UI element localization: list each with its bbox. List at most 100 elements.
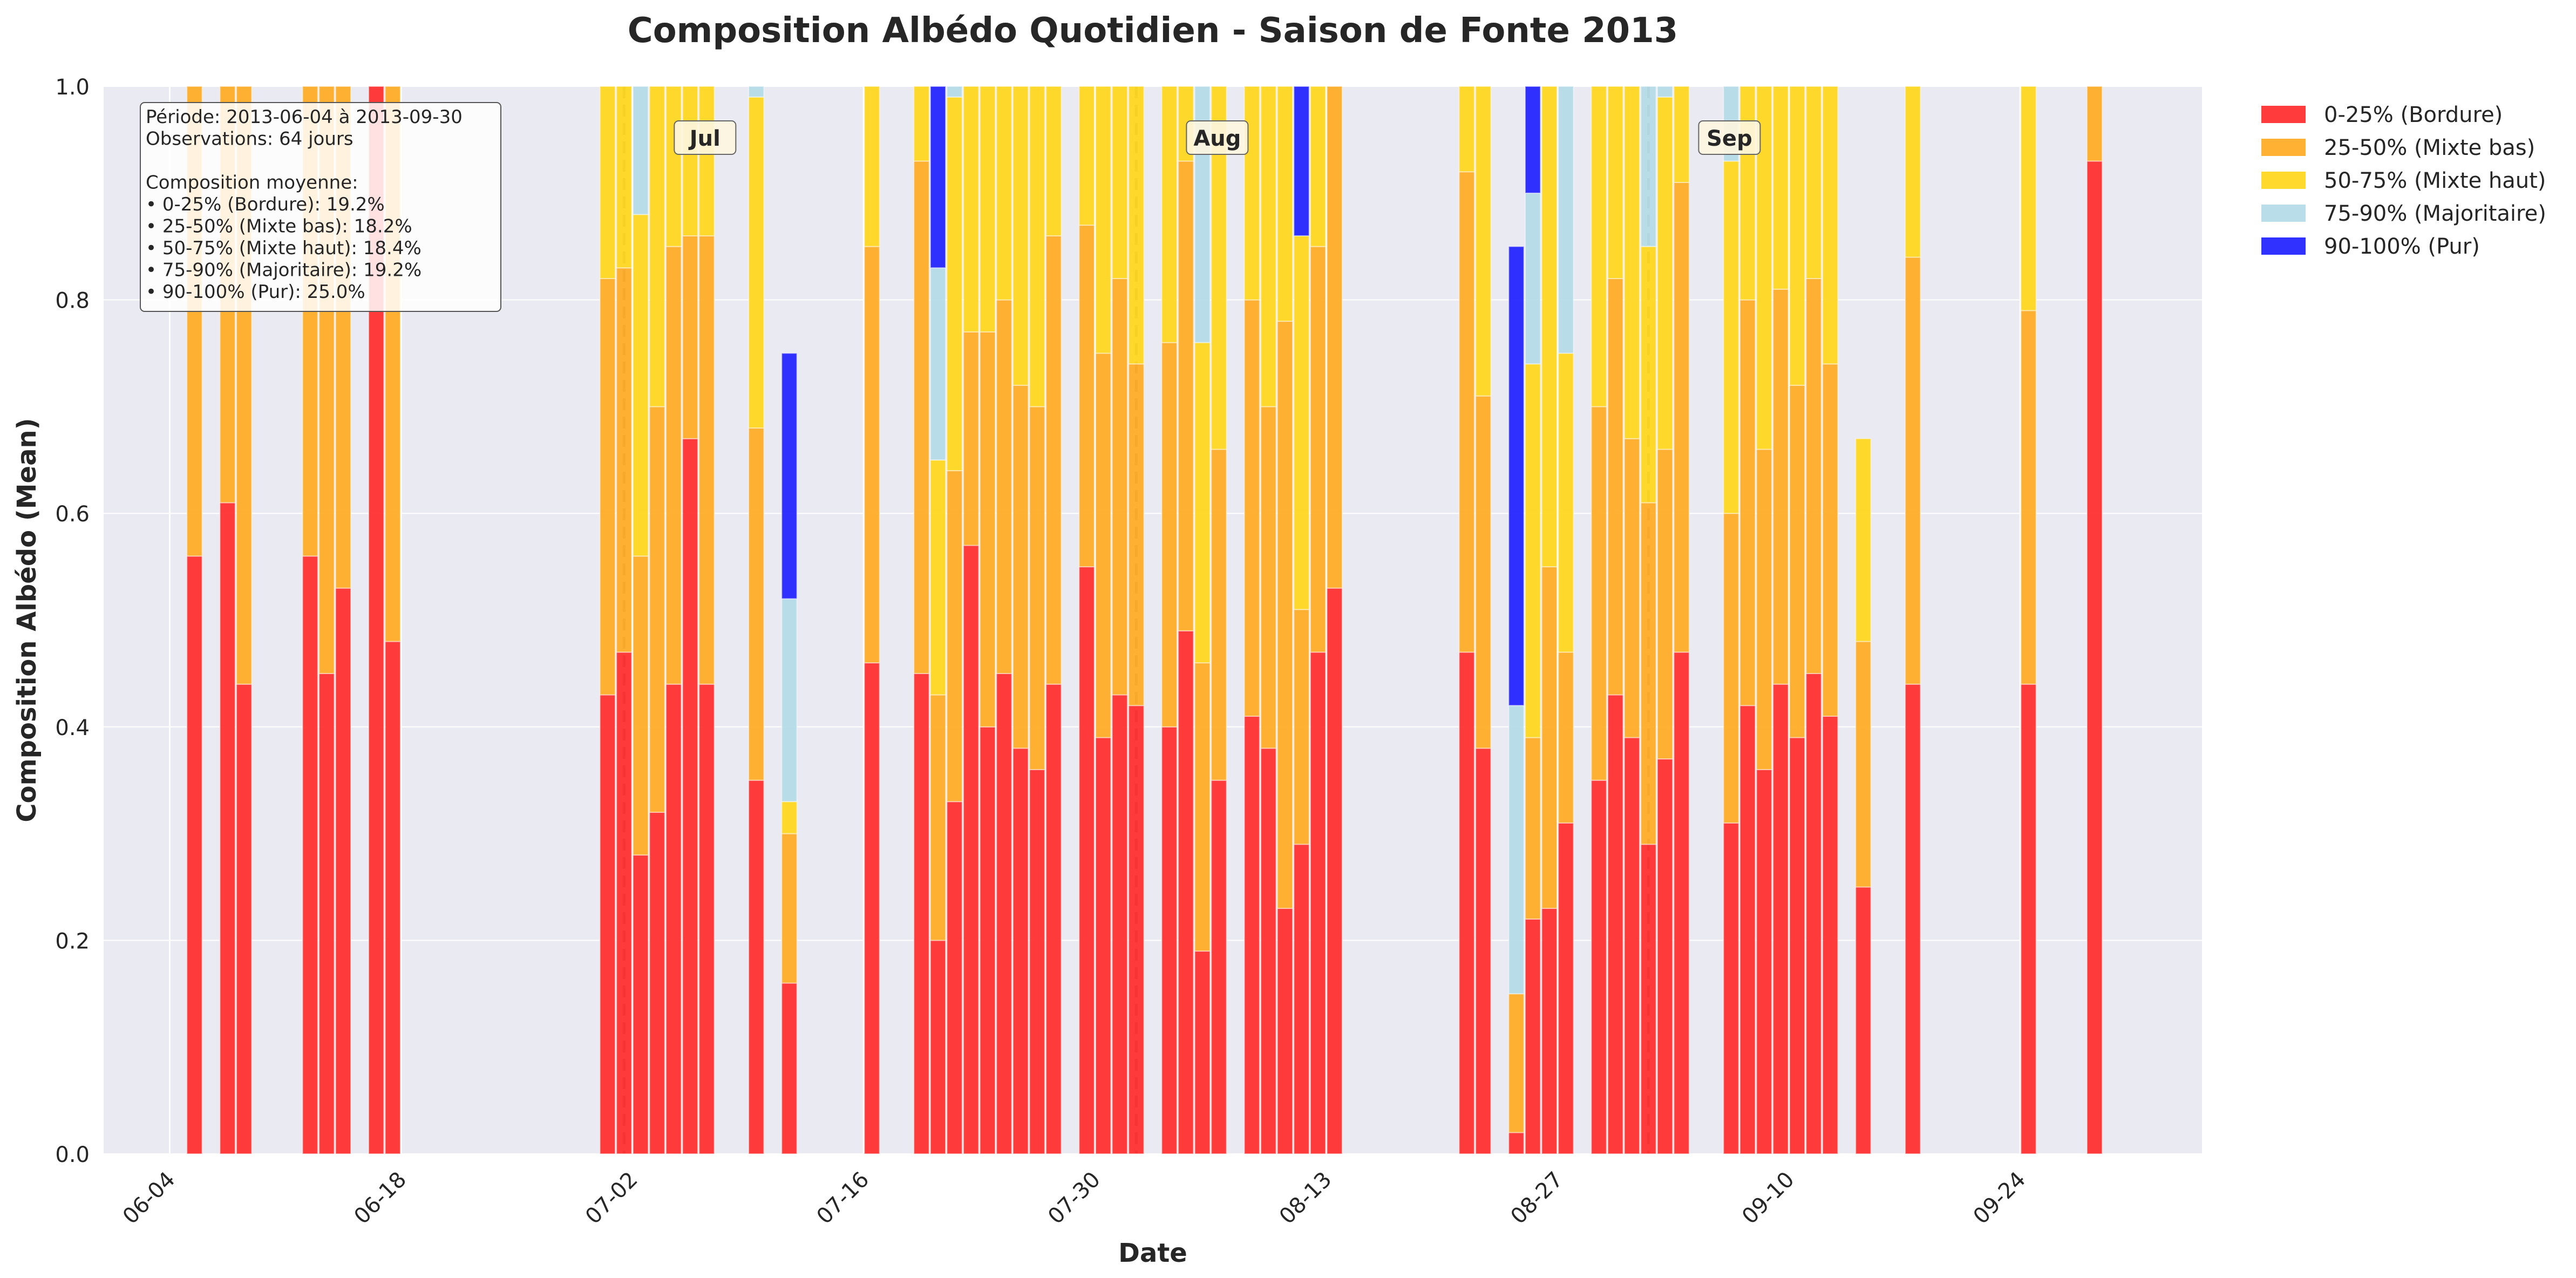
bar-segment-2013-07-21-s2 <box>946 96 963 472</box>
info-box-background <box>140 102 501 312</box>
bar-segment-2013-08-22-s1 <box>1475 395 1492 749</box>
bar-segment-2013-07-11-s3 <box>781 598 798 803</box>
bar-segment-2013-07-19-s0 <box>913 672 930 1154</box>
info-box-line: • 0-25% (Bordure): 19.2% <box>146 194 385 215</box>
bar-segment-2013-07-09-s3 <box>748 86 765 98</box>
bar-segment-2013-08-08-s2 <box>1243 86 1260 301</box>
bar-segment-2013-09-24-s0 <box>2020 683 2037 1155</box>
bar-segment-2013-07-29-s0 <box>1078 566 1095 1154</box>
info-box: Période: 2013-06-04 à 2013-09-30Observat… <box>140 102 501 312</box>
chart-title: Composition Albédo Quotidien - Saison de… <box>628 11 1678 51</box>
bar-segment-2013-07-09-s2 <box>748 96 765 429</box>
bar-segment-2013-06-14-s0 <box>335 587 351 1154</box>
bar-segment-2013-06-17-s0 <box>384 641 401 1155</box>
bar-segment-2013-07-19-s1 <box>913 160 930 674</box>
bar-segment-2013-07-06-s2 <box>698 86 715 236</box>
bar-segment-2013-08-27-s0 <box>1558 822 1574 1154</box>
bar-segment-2013-07-23-s2 <box>979 86 996 332</box>
bar-segment-2013-09-10-s0 <box>1789 737 1806 1154</box>
bar-segment-2013-08-05-s1 <box>1194 662 1211 952</box>
bar-segment-2013-07-20-s2 <box>929 459 947 696</box>
bar-segment-2013-09-14-s0 <box>1855 886 1872 1154</box>
legend-swatch <box>2261 139 2306 156</box>
bar-segment-2013-08-12-s0 <box>1310 651 1327 1154</box>
legend-item: 50-75% (Mixte haut) <box>2261 168 2546 193</box>
bar-segment-2013-08-24-s3 <box>1508 705 1525 995</box>
bar-segment-2013-09-10-s1 <box>1789 384 1806 738</box>
bar-segment-2013-09-12-s2 <box>1822 86 1839 365</box>
bar-segment-2013-07-31-s0 <box>1111 694 1128 1154</box>
bar-segment-2013-07-04-s0 <box>665 683 682 1155</box>
bar-segment-2013-07-16-s1 <box>864 246 880 664</box>
bar-segment-2013-07-31-s1 <box>1111 278 1128 696</box>
bar-segment-2013-09-08-s0 <box>1756 769 1772 1155</box>
bar-segment-2013-07-03-s0 <box>649 812 665 1155</box>
bar-segment-2013-08-29-s1 <box>1591 406 1607 781</box>
bar-segment-2013-07-11-s0 <box>781 982 798 1155</box>
bar-segment-2013-07-02-s2 <box>632 214 649 557</box>
bar-segment-2013-09-01-s0 <box>1640 844 1657 1154</box>
bar-segment-2013-07-20-s3 <box>929 267 947 461</box>
bar-segment-2013-07-21-s0 <box>946 801 963 1154</box>
bar-segment-2013-09-02-s2 <box>1656 96 1674 450</box>
bar-segment-2013-08-25-s3 <box>1525 192 1541 365</box>
bar-segment-2013-07-21-s1 <box>946 470 963 803</box>
bar-segment-2013-07-25-s0 <box>1012 747 1029 1154</box>
bar-segment-2013-09-07-s1 <box>1739 299 1756 706</box>
bar-segment-2013-08-05-s2 <box>1194 342 1211 664</box>
bar-segment-2013-08-10-s1 <box>1276 321 1293 909</box>
bar-segment-2013-09-11-s1 <box>1805 278 1822 674</box>
info-box-line: • 25-50% (Mixte bas): 18.2% <box>146 216 412 237</box>
bar-segment-2013-08-09-s1 <box>1260 406 1277 749</box>
bar-segment-2013-09-24-s1 <box>2020 310 2037 685</box>
bar-segment-2013-09-11-s0 <box>1805 672 1822 1154</box>
bar-segment-2013-09-28-s1 <box>2086 86 2103 162</box>
bar-segment-2013-09-09-s2 <box>1772 86 1789 290</box>
bar-segment-2013-08-10-s2 <box>1276 86 1293 322</box>
bar-segment-2013-09-02-s0 <box>1656 758 1674 1154</box>
bar-segment-2013-09-10-s2 <box>1789 86 1806 386</box>
bar-segment-2013-07-24-s2 <box>996 86 1012 301</box>
bar-segment-2013-08-25-s0 <box>1525 918 1541 1154</box>
bar-segment-2013-07-02-s1 <box>632 555 649 856</box>
y-tick-label: 0.4 <box>55 716 90 740</box>
y-tick-label: 0.2 <box>55 929 90 954</box>
bar-segment-2013-07-06-s0 <box>698 683 715 1155</box>
bar-segment-2013-09-07-s0 <box>1739 705 1756 1154</box>
legend-swatch <box>2261 106 2306 123</box>
bar-segment-2013-06-08-s0 <box>236 683 253 1155</box>
info-box-line: • 50-75% (Mixte haut): 18.4% <box>146 237 422 259</box>
y-tick-label: 0.8 <box>55 289 90 314</box>
bar-segment-2013-08-05-s0 <box>1194 950 1211 1155</box>
legend-item: 0-25% (Bordure) <box>2261 103 2503 127</box>
bar-segment-2013-08-31-s1 <box>1623 438 1640 738</box>
legend-label: 90-100% (Pur) <box>2324 234 2480 259</box>
bar-segment-2013-06-30-s2 <box>599 86 616 280</box>
bar-segment-2013-07-29-s1 <box>1078 225 1095 568</box>
bar-segment-2013-08-03-s2 <box>1161 86 1178 343</box>
bar-segment-2013-08-13-s1 <box>1326 86 1343 589</box>
bar-segment-2013-07-20-s4 <box>929 86 947 269</box>
bar-segment-2013-07-26-s1 <box>1029 406 1045 770</box>
bar-segment-2013-08-01-s2 <box>1128 86 1145 365</box>
bar-segment-2013-09-09-s1 <box>1772 288 1789 685</box>
bar-segment-2013-09-17-s1 <box>1905 256 1921 685</box>
bar-segment-2013-06-05-s0 <box>186 555 203 1154</box>
bar-segment-2013-06-30-s1 <box>599 278 616 696</box>
bar-segment-2013-06-07-s0 <box>219 502 236 1154</box>
bar-segment-2013-08-25-s1 <box>1525 737 1541 920</box>
bar-segment-2013-08-22-s0 <box>1475 747 1492 1154</box>
month-label-jul: Jul <box>674 120 737 155</box>
bar-segment-2013-07-03-s1 <box>649 406 665 813</box>
bar-segment-2013-08-10-s0 <box>1276 908 1293 1155</box>
bar-segment-2013-07-01-s0 <box>616 651 633 1154</box>
month-label-box <box>1698 120 1761 155</box>
bar-segment-2013-09-09-s0 <box>1772 683 1789 1155</box>
bar-segment-2013-08-26-s0 <box>1541 908 1558 1155</box>
bar-segment-2013-07-26-s2 <box>1029 86 1045 407</box>
bar-segment-2013-09-06-s2 <box>1723 160 1739 514</box>
bar-segment-2013-08-08-s0 <box>1243 716 1260 1154</box>
bar-segment-2013-08-03-s0 <box>1161 726 1178 1155</box>
y-tick-label: 1.0 <box>55 75 90 100</box>
bar-segment-2013-07-27-s0 <box>1045 683 1062 1155</box>
